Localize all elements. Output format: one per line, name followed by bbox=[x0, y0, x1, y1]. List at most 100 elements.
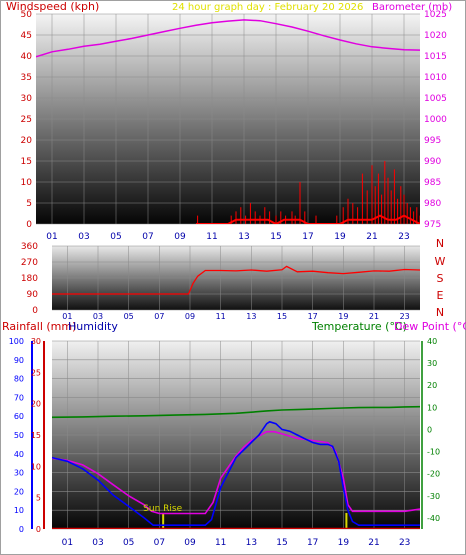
hour-tick-label: 05 bbox=[124, 312, 134, 321]
rainfall-tick-label: 15 bbox=[31, 431, 41, 440]
hour-tick-label: 05 bbox=[123, 538, 134, 548]
rainfall-axis-labels: 0 5 10 15 20 25 30 bbox=[31, 337, 41, 534]
rainfall-tick-label: 10 bbox=[31, 462, 41, 471]
humidity-tick-label: 100 bbox=[9, 337, 24, 346]
barometer-line bbox=[36, 19, 420, 58]
wind-baro-hour-labels: 01 03 05 07 09 11 13 15 17 19 21 23 bbox=[46, 232, 409, 242]
hour-tick-label: 19 bbox=[334, 232, 346, 242]
barometer-tick-label: 995 bbox=[424, 136, 441, 146]
direction-tick-label: 270 bbox=[21, 258, 38, 268]
wind-baro-gridlines bbox=[36, 13, 420, 225]
compass-n-top: N bbox=[436, 237, 444, 250]
hour-tick-label: 05 bbox=[110, 232, 121, 242]
direction-tick-label: 90 bbox=[27, 290, 39, 300]
humidity-tick-label: 0 bbox=[19, 525, 24, 534]
barometer-tick-label: 990 bbox=[424, 157, 441, 167]
hour-tick-label: 19 bbox=[338, 538, 350, 548]
barometer-tick-label: 1005 bbox=[424, 94, 447, 104]
hour-tick-label: 09 bbox=[185, 312, 195, 321]
hour-tick-label: 07 bbox=[154, 538, 165, 548]
humidity-line bbox=[52, 420, 420, 527]
temperature-tick-label: -40 bbox=[427, 514, 440, 523]
rainfall-tick-label: 5 bbox=[36, 494, 41, 503]
temp-hum-hour-labels: 01 03 05 07 09 11 13 15 17 19 21 23 bbox=[62, 538, 411, 548]
temperature-tick-label: -30 bbox=[427, 492, 440, 501]
humidity-tick-label: 20 bbox=[14, 487, 24, 496]
hour-tick-label: 01 bbox=[62, 312, 72, 321]
direction-tick-label: 0 bbox=[32, 306, 38, 316]
windspeed-label: Windspeed (kph) bbox=[6, 0, 99, 13]
barometer-tick-label: 985 bbox=[424, 178, 441, 188]
humidity-tick-label: 60 bbox=[14, 412, 24, 421]
compass-e: E bbox=[437, 289, 444, 302]
hour-tick-label: 11 bbox=[206, 232, 217, 242]
direction-hour-labels: 01 03 05 07 09 11 13 15 17 19 21 23 bbox=[62, 312, 410, 321]
hour-tick-label: 17 bbox=[308, 312, 318, 321]
humidity-tick-label: 50 bbox=[14, 431, 24, 440]
temperature-label: Temperature (°C) bbox=[311, 320, 407, 333]
humidity-label: Humidity bbox=[68, 320, 118, 333]
hour-tick-label: 07 bbox=[142, 232, 153, 242]
hour-tick-label: 15 bbox=[276, 538, 287, 548]
temperature-tick-label: 10 bbox=[427, 403, 437, 412]
temperature-tick-label: 0 bbox=[427, 425, 432, 434]
hour-tick-label: 03 bbox=[92, 538, 103, 548]
humidity-axis-labels: 0 10 20 30 40 50 60 70 80 90 100 bbox=[9, 337, 24, 534]
hour-tick-label: 03 bbox=[93, 312, 103, 321]
direction-tick-label: 360 bbox=[21, 242, 38, 252]
windspeed-tick-label: 25 bbox=[21, 115, 32, 125]
barometer-tick-label: 975 bbox=[424, 220, 441, 230]
barometer-tick-label: 1015 bbox=[424, 52, 447, 62]
windspeed-axis-labels: 0 5 10 15 20 25 30 35 40 45 50 bbox=[21, 10, 33, 230]
temperature-tick-label: 20 bbox=[427, 381, 437, 390]
hour-tick-label: 07 bbox=[154, 312, 164, 321]
barometer-axis-labels: 975 980 985 990 995 1000 1005 1010 1015 1020 1025 bbox=[424, 10, 447, 230]
dewpoint-label: Dew Point (°C) bbox=[394, 320, 466, 333]
rainfall-tick-label: 20 bbox=[31, 400, 41, 409]
windspeed-tick-label: 40 bbox=[21, 52, 33, 62]
hour-tick-label: 23 bbox=[398, 232, 409, 242]
barometer-tick-label: 980 bbox=[424, 199, 441, 209]
barometer-label: Barometer (mb) bbox=[372, 2, 452, 13]
hour-tick-label: 11 bbox=[216, 312, 226, 321]
hour-tick-label: 19 bbox=[338, 312, 348, 321]
hour-tick-label: 13 bbox=[246, 312, 256, 321]
windspeed-tick-label: 0 bbox=[26, 220, 32, 230]
windspeed-tick-label: 30 bbox=[21, 94, 33, 104]
windspeed-line bbox=[196, 214, 420, 224]
windspeed-tick-label: 10 bbox=[21, 178, 33, 188]
hour-tick-label: 17 bbox=[307, 538, 318, 548]
dewpoint-line bbox=[52, 430, 420, 515]
temperature-line bbox=[52, 405, 420, 419]
windspeed-tick-label: 20 bbox=[21, 136, 33, 146]
temperature-tick-label: 40 bbox=[427, 337, 437, 346]
direction-tick-label: 180 bbox=[21, 274, 38, 284]
barometer-tick-label: 1010 bbox=[424, 73, 447, 83]
humidity-tick-label: 40 bbox=[14, 450, 24, 459]
hour-tick-label: 01 bbox=[46, 232, 57, 242]
temperature-tick-label: -20 bbox=[427, 470, 440, 479]
graph-title: 24 hour graph day : February 20 2026 bbox=[172, 2, 363, 13]
windspeed-tick-label: 5 bbox=[26, 199, 32, 209]
rainfall-tick-label: 25 bbox=[31, 368, 41, 377]
sunrise-label: Sun Rise bbox=[143, 504, 182, 514]
compass-w: W bbox=[435, 255, 446, 268]
rainfall-label: Rainfall (mm) bbox=[2, 320, 76, 333]
hour-tick-label: 09 bbox=[184, 538, 196, 548]
rainfall-tick-label: 30 bbox=[31, 337, 41, 346]
hour-tick-label: 21 bbox=[368, 538, 379, 548]
hour-tick-label: 09 bbox=[174, 232, 186, 242]
hour-tick-label: 01 bbox=[62, 538, 73, 548]
windspeed-tick-label: 50 bbox=[21, 10, 33, 20]
hour-tick-label: 11 bbox=[215, 538, 226, 548]
rainfall-tick-label: 0 bbox=[36, 525, 41, 534]
wind-direction-line bbox=[52, 265, 420, 295]
hour-tick-label: 23 bbox=[400, 312, 410, 321]
temperature-tick-label: 30 bbox=[427, 359, 437, 368]
hour-tick-label: 13 bbox=[246, 538, 257, 548]
temperature-axis-labels: -40 -30 -20 -10 0 10 20 30 40 bbox=[427, 337, 440, 523]
hour-tick-label: 15 bbox=[270, 232, 281, 242]
hour-tick-label: 21 bbox=[366, 232, 377, 242]
barometer-tick-label: 1020 bbox=[424, 31, 447, 41]
direction-axis-labels: 0 90 180 270 360 bbox=[21, 242, 38, 316]
